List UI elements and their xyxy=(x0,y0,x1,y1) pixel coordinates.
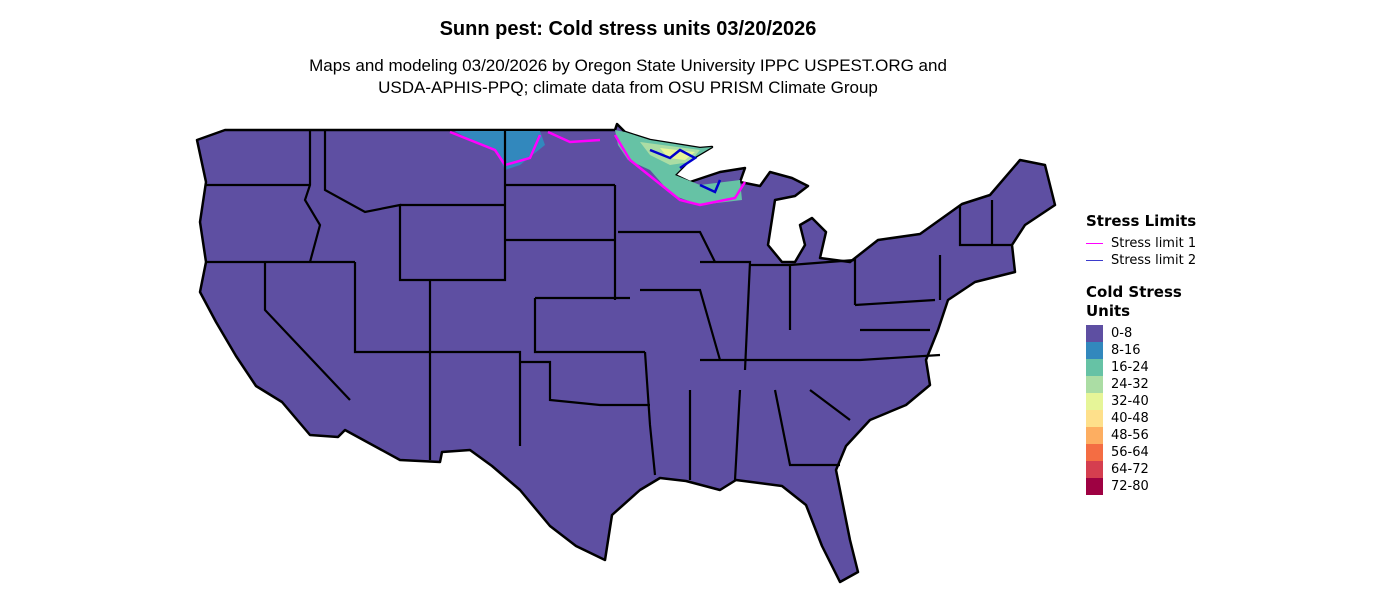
legend-bin: 64-72 xyxy=(1086,461,1196,478)
legend-bin: 72-80 xyxy=(1086,478,1196,495)
legend-bin: 48-56 xyxy=(1086,427,1196,444)
subtitle-line-2: USDA-APHIS-PPQ; climate data from OSU PR… xyxy=(378,78,878,97)
cold-stress-units-title: Cold Stress Units xyxy=(1086,283,1196,321)
legend-bin-label: 0-8 xyxy=(1111,326,1133,341)
stress-limit-2-label: Stress limit 2 xyxy=(1111,253,1197,268)
legend-bin-label: 72-80 xyxy=(1111,479,1149,494)
legend-bin-label: 16-24 xyxy=(1111,360,1149,375)
legend: Stress Limits Stress limit 1 Stress limi… xyxy=(1086,212,1196,495)
legend-bin: 56-64 xyxy=(1086,444,1196,461)
legend-bin: 16-24 xyxy=(1086,359,1196,376)
legend-swatch xyxy=(1086,461,1103,478)
legend-swatch xyxy=(1086,393,1103,410)
legend-bin-label: 40-48 xyxy=(1111,411,1149,426)
state-borders xyxy=(205,130,1012,481)
legend-swatch xyxy=(1086,427,1103,444)
subtitle-line-1: Maps and modeling 03/20/2026 by Oregon S… xyxy=(309,56,947,75)
northern-cold-stress-zone xyxy=(449,130,747,207)
legend-bin: 32-40 xyxy=(1086,393,1196,410)
legend-bin-label: 48-56 xyxy=(1111,428,1149,443)
legend-swatch xyxy=(1086,359,1103,376)
legend-swatch xyxy=(1086,376,1103,393)
map-subtitle: Maps and modeling 03/20/2026 by Oregon S… xyxy=(0,55,1256,99)
cold-stress-title-line-1: Cold Stress xyxy=(1086,283,1182,301)
legend-swatch xyxy=(1086,478,1103,495)
stress-limit-2-line-key xyxy=(1086,259,1103,262)
stress-limit-1-label: Stress limit 1 xyxy=(1111,236,1197,251)
stress-limits-title: Stress Limits xyxy=(1086,212,1197,230)
legend-swatch xyxy=(1086,325,1103,342)
legend-swatch xyxy=(1086,410,1103,427)
stress-limit-1-line-key xyxy=(1086,242,1103,245)
legend-bin: 0-8 xyxy=(1086,325,1196,342)
legend-bin-label: 64-72 xyxy=(1111,462,1149,477)
legend-bin-label: 32-40 xyxy=(1111,394,1149,409)
legend-item-stress-limit-1: Stress limit 1 xyxy=(1086,235,1196,252)
legend-bin-label: 56-64 xyxy=(1111,445,1149,460)
legend-bin-label: 8-16 xyxy=(1111,343,1141,358)
legend-bin-label: 24-32 xyxy=(1111,377,1149,392)
legend-swatch xyxy=(1086,444,1103,461)
legend-bin: 24-32 xyxy=(1086,376,1196,393)
cold-stress-title-line-2: Units xyxy=(1086,302,1131,320)
map-title: Sunn pest: Cold stress units 03/20/2026 xyxy=(439,18,817,40)
legend-swatch xyxy=(1086,342,1103,359)
legend-bin: 40-48 xyxy=(1086,410,1196,427)
cold-stress-bins: 0-8 8-16 16-24 24-32 32-40 40-48 48-56 56-64 64-… xyxy=(1086,325,1196,495)
legend-bin: 8-16 xyxy=(1086,342,1196,359)
legend-item-stress-limit-2: Stress limit 2 xyxy=(1086,252,1196,269)
